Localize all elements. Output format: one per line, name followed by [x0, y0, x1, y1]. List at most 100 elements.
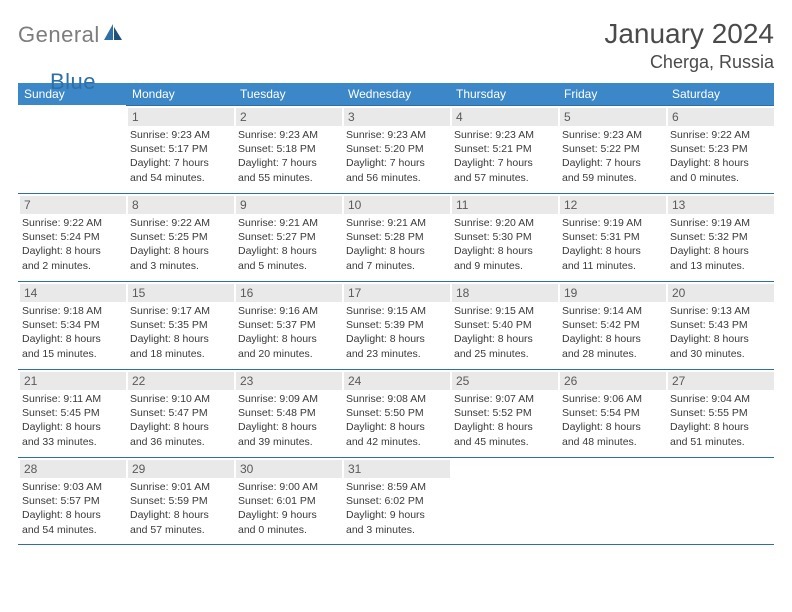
sunrise-line: Sunrise: 9:23 AM: [346, 128, 446, 142]
daylight-line-2: and 28 minutes.: [562, 347, 662, 361]
daylight-line-2: and 56 minutes.: [346, 171, 446, 185]
date-number: 11: [452, 196, 558, 214]
daylight-line-1: Daylight: 8 hours: [22, 332, 122, 346]
calendar-cell: 27Sunrise: 9:04 AMSunset: 5:55 PMDayligh…: [666, 369, 774, 457]
sunrise-line: Sunrise: 9:10 AM: [130, 392, 230, 406]
sunset-line: Sunset: 5:39 PM: [346, 318, 446, 332]
day-details: Sunrise: 9:20 AMSunset: 5:30 PMDaylight:…: [452, 216, 558, 273]
daylight-line-1: Daylight: 8 hours: [562, 420, 662, 434]
daylight-line-1: Daylight: 8 hours: [562, 332, 662, 346]
calendar-cell: 25Sunrise: 9:07 AMSunset: 5:52 PMDayligh…: [450, 369, 558, 457]
daylight-line-1: Daylight: 7 hours: [130, 156, 230, 170]
sunset-line: Sunset: 5:59 PM: [130, 494, 230, 508]
day-details: Sunrise: 9:22 AMSunset: 5:23 PMDaylight:…: [668, 128, 774, 185]
sunset-line: Sunset: 5:27 PM: [238, 230, 338, 244]
sunrise-line: Sunrise: 9:15 AM: [454, 304, 554, 318]
sunrise-line: Sunrise: 9:00 AM: [238, 480, 338, 494]
calendar-cell: [666, 457, 774, 545]
sunset-line: Sunset: 5:45 PM: [22, 406, 122, 420]
sunset-line: Sunset: 5:21 PM: [454, 142, 554, 156]
daylight-line-2: and 57 minutes.: [130, 523, 230, 537]
calendar-cell: 5 Sunrise: 9:23 AMSunset: 5:22 PMDaylight…: [558, 105, 666, 193]
daylight-line-1: Daylight: 7 hours: [454, 156, 554, 170]
day-details: Sunrise: 9:07 AMSunset: 5:52 PMDaylight:…: [452, 392, 558, 449]
calendar-cell: 24Sunrise: 9:08 AMSunset: 5:50 PMDayligh…: [342, 369, 450, 457]
sunset-line: Sunset: 5:52 PM: [454, 406, 554, 420]
calendar-cell: 28 Sunrise: 9:03 AMSunset: 5:57 PMDayligh…: [18, 457, 126, 545]
calendar-row: 7Sunrise: 9:22 AMSunset: 5:24 PMDaylight…: [18, 193, 774, 281]
sunset-line: Sunset: 5:22 PM: [562, 142, 662, 156]
date-number: 5: [560, 108, 666, 126]
sunset-line: Sunset: 5:37 PM: [238, 318, 338, 332]
calendar-cell: 30Sunrise: 9:00 AMSunset: 6:01 PMDayligh…: [234, 457, 342, 545]
daylight-line-2: and 2 minutes.: [22, 259, 122, 273]
daylight-line-1: Daylight: 8 hours: [346, 244, 446, 258]
sunrise-line: Sunrise: 9:22 AM: [670, 128, 770, 142]
weekday-header: Saturday: [666, 83, 774, 105]
sunset-line: Sunset: 5:20 PM: [346, 142, 446, 156]
day-details: Sunrise: 9:03 AMSunset: 5:57 PMDaylight:…: [20, 480, 126, 537]
sunrise-line: Sunrise: 9:16 AM: [238, 304, 338, 318]
calendar-row: 14Sunrise: 9:18 AMSunset: 5:34 PMDayligh…: [18, 281, 774, 369]
title-block: January 2024 Cherga, Russia: [604, 18, 774, 73]
daylight-line-1: Daylight: 8 hours: [238, 244, 338, 258]
sunrise-line: Sunrise: 9:04 AM: [670, 392, 770, 406]
daylight-line-1: Daylight: 8 hours: [346, 420, 446, 434]
sunset-line: Sunset: 5:23 PM: [670, 142, 770, 156]
daylight-line-2: and 54 minutes.: [22, 523, 122, 537]
calendar-cell: 17 Sunrise: 9:15 AMSunset: 5:39 PMDayligh…: [342, 281, 450, 369]
calendar-cell: 19Sunrise: 9:14 AMSunset: 5:42 PMDayligh…: [558, 281, 666, 369]
calendar-cell: 4Sunrise: 9:23 AMSunset: 5:21 PMDaylight…: [450, 105, 558, 193]
daylight-line-1: Daylight: 9 hours: [346, 508, 446, 522]
sunset-line: Sunset: 5:17 PM: [130, 142, 230, 156]
sunset-line: Sunset: 5:30 PM: [454, 230, 554, 244]
calendar-cell: 12Sunrise: 9:19 AMSunset: 5:31 PMDayligh…: [558, 193, 666, 281]
calendar-cell: [558, 457, 666, 545]
date-number: 14: [20, 284, 126, 302]
sunset-line: Sunset: 5:31 PM: [562, 230, 662, 244]
sunrise-line: Sunrise: 9:19 AM: [562, 216, 662, 230]
daylight-line-1: Daylight: 8 hours: [454, 420, 554, 434]
daylight-line-2: and 45 minutes.: [454, 435, 554, 449]
calendar-cell: [18, 105, 126, 193]
daylight-line-1: Daylight: 7 hours: [562, 156, 662, 170]
weekday-header: Friday: [558, 83, 666, 105]
day-details: Sunrise: 9:23 AMSunset: 5:17 PMDaylight:…: [128, 128, 234, 185]
calendar-cell: 21Sunrise: 9:11 AMSunset: 5:45 PMDayligh…: [18, 369, 126, 457]
day-details: Sunrise: 9:21 AMSunset: 5:28 PMDaylight:…: [344, 216, 450, 273]
calendar-cell: 8Sunrise: 9:22 AMSunset: 5:25 PMDaylight…: [126, 193, 234, 281]
calendar-cell: [450, 457, 558, 545]
daylight-line-1: Daylight: 8 hours: [22, 420, 122, 434]
sunrise-line: Sunrise: 9:23 AM: [562, 128, 662, 142]
sunset-line: Sunset: 5:24 PM: [22, 230, 122, 244]
date-number: 29: [128, 460, 234, 478]
daylight-line-1: Daylight: 8 hours: [670, 420, 770, 434]
logo-sail-icon: [102, 22, 124, 47]
date-number: 15: [128, 284, 234, 302]
date-number: 28: [20, 460, 126, 478]
sunrise-line: Sunrise: 8:59 AM: [346, 480, 446, 494]
daylight-line-2: and 42 minutes.: [346, 435, 446, 449]
date-number: 31: [344, 460, 450, 478]
date-number: 6: [668, 108, 774, 126]
sunset-line: Sunset: 6:01 PM: [238, 494, 338, 508]
weekday-header: Monday: [126, 83, 234, 105]
date-number: 24: [344, 372, 450, 390]
logo-word-1: General: [18, 22, 100, 48]
date-number: 1: [128, 108, 234, 126]
calendar-cell: 13Sunrise: 9:19 AMSunset: 5:32 PMDayligh…: [666, 193, 774, 281]
calendar-cell: 1 Sunrise: 9:23 AMSunset: 5:17 PMDaylight…: [126, 105, 234, 193]
sunrise-line: Sunrise: 9:23 AM: [238, 128, 338, 142]
daylight-line-1: Daylight: 8 hours: [22, 244, 122, 258]
calendar-cell: 20Sunrise: 9:13 AMSunset: 5:43 PMDayligh…: [666, 281, 774, 369]
sunrise-line: Sunrise: 9:11 AM: [22, 392, 122, 406]
date-number: 30: [236, 460, 342, 478]
date-number: 16: [236, 284, 342, 302]
daylight-line-2: and 57 minutes.: [454, 171, 554, 185]
day-details: Sunrise: 9:04 AMSunset: 5:55 PMDaylight:…: [668, 392, 774, 449]
date-number: 22: [128, 372, 234, 390]
day-details: Sunrise: 9:15 AMSunset: 5:39 PMDaylight:…: [344, 304, 450, 361]
sunset-line: Sunset: 6:02 PM: [346, 494, 446, 508]
date-number: 17: [344, 284, 450, 302]
date-number: 7: [20, 196, 126, 214]
